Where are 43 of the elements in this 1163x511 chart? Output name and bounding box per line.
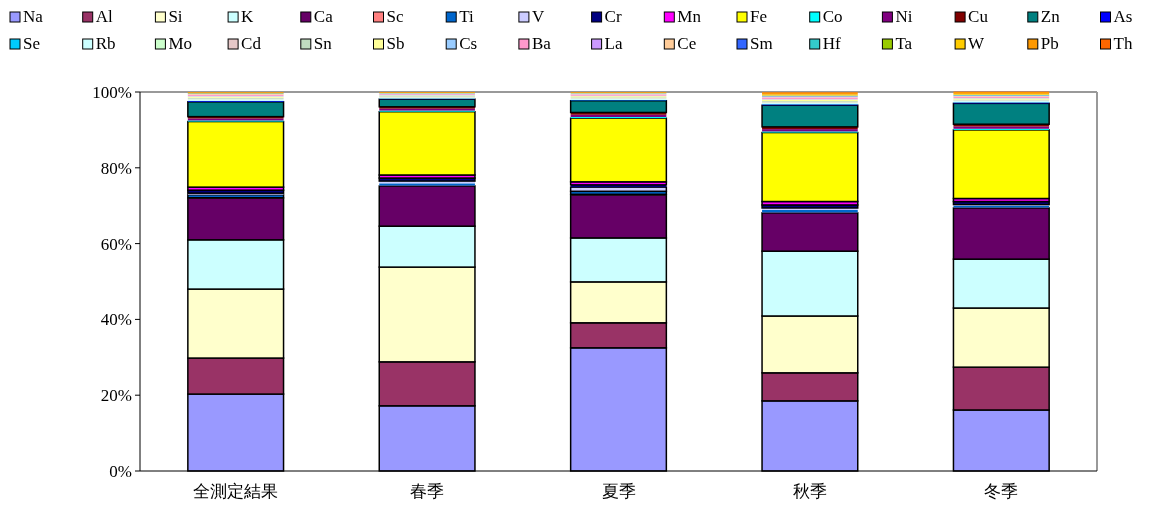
x-tick-label: 夏季: [601, 482, 636, 501]
legend-label: Mn: [677, 7, 702, 26]
legend-label: Sm: [750, 34, 773, 53]
legend-label: Rb: [95, 34, 116, 53]
legend-label: W: [968, 34, 986, 53]
legend-label: As: [1113, 7, 1133, 26]
y-tick-label: 0%: [109, 461, 132, 481]
y-tick-label: 60%: [100, 234, 132, 254]
legend-label: Ba: [531, 34, 552, 53]
legend-label: Sc: [386, 7, 404, 26]
legend-label: Zn: [1040, 7, 1061, 26]
legend-label: Sn: [313, 34, 333, 53]
legend-label: Ti: [459, 7, 474, 26]
legend-label: Ce: [677, 34, 697, 53]
legend-label: Ta: [895, 34, 913, 53]
y-tick-label: 40%: [100, 310, 132, 330]
y-tick-label: 100%: [92, 82, 132, 102]
x-tick-label: 秋季: [792, 482, 827, 501]
legend-label: Cd: [241, 34, 262, 53]
y-tick-label: 80%: [100, 158, 132, 178]
legend-label: Cu: [968, 7, 989, 26]
legend-label: Na: [23, 7, 44, 26]
y-tick-label: 20%: [100, 386, 132, 406]
legend-label: Hf: [822, 34, 841, 53]
legend-label: Ni: [895, 7, 913, 26]
legend-label: Cr: [604, 7, 622, 26]
legend-label: Ca: [313, 7, 334, 26]
legend-label: Cs: [459, 34, 478, 53]
legend-label: Fe: [750, 7, 767, 26]
legend-label: V: [531, 7, 545, 26]
legend-label: Pb: [1040, 34, 1059, 53]
x-tick-label: 全測定結果: [193, 482, 279, 501]
x-tick-label: 春季: [410, 482, 445, 501]
legend-label: Mo: [168, 34, 193, 53]
legend-label: La: [604, 34, 623, 53]
legend-label: Th: [1113, 34, 1133, 53]
legend-label: Sb: [386, 34, 405, 53]
legend-label: Se: [23, 34, 40, 53]
x-tick-label: 冬季: [984, 482, 1019, 501]
legend-label: Si: [168, 7, 183, 26]
legend-label: K: [241, 7, 255, 26]
legend-label: Al: [95, 7, 113, 26]
legend-label: Co: [822, 7, 843, 26]
